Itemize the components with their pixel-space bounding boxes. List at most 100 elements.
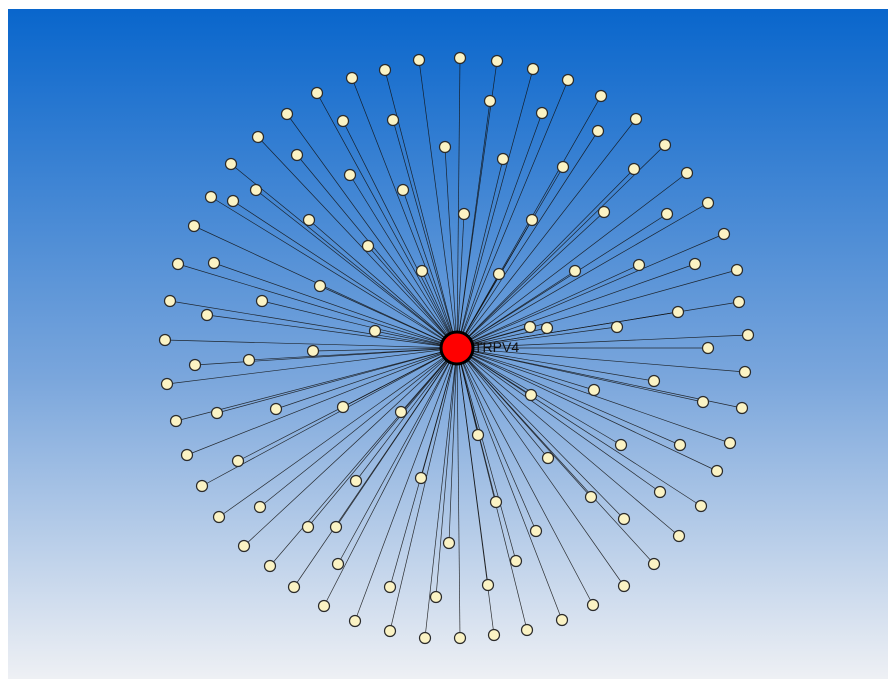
- leaf-node[interactable]: [647, 557, 661, 571]
- leaf-node[interactable]: [386, 113, 400, 127]
- leaf-node[interactable]: [489, 495, 503, 509]
- leaf-node[interactable]: [251, 130, 265, 144]
- leaf-node[interactable]: [627, 162, 641, 176]
- leaf-node[interactable]: [269, 402, 283, 416]
- leaf-node[interactable]: [306, 344, 320, 358]
- leaf-node[interactable]: [253, 500, 267, 514]
- leaf-node[interactable]: [180, 448, 194, 462]
- leaf-node[interactable]: [163, 294, 177, 308]
- leaf-node[interactable]: [378, 63, 392, 77]
- leaf-node[interactable]: [490, 54, 504, 68]
- leaf-node[interactable]: [653, 485, 667, 499]
- leaf-node[interactable]: [310, 86, 324, 100]
- leaf-node[interactable]: [730, 263, 744, 277]
- leaf-node[interactable]: [453, 631, 467, 645]
- leaf-node[interactable]: [496, 152, 510, 166]
- leaf-node[interactable]: [672, 529, 686, 543]
- leaf-node[interactable]: [457, 207, 471, 221]
- leaf-node[interactable]: [345, 71, 359, 85]
- leaf-node[interactable]: [629, 112, 643, 126]
- leaf-node[interactable]: [396, 183, 410, 197]
- leaf-node[interactable]: [717, 227, 731, 241]
- leaf-node[interactable]: [701, 196, 715, 210]
- leaf-node[interactable]: [287, 580, 301, 594]
- leaf-node[interactable]: [336, 114, 350, 128]
- leaf-node[interactable]: [158, 333, 172, 347]
- leaf-node[interactable]: [680, 166, 694, 180]
- leaf-node[interactable]: [171, 257, 185, 271]
- leaf-node[interactable]: [617, 512, 631, 526]
- leaf-node[interactable]: [614, 438, 628, 452]
- leaf-node[interactable]: [701, 341, 715, 355]
- leaf-node[interactable]: [556, 160, 570, 174]
- leaf-node[interactable]: [741, 328, 755, 342]
- leaf-node[interactable]: [540, 321, 554, 335]
- leaf-node[interactable]: [524, 388, 538, 402]
- leaf-node[interactable]: [591, 124, 605, 138]
- leaf-node[interactable]: [301, 520, 315, 534]
- leaf-node[interactable]: [200, 308, 214, 322]
- leaf-node[interactable]: [237, 539, 251, 553]
- leaf-node[interactable]: [331, 557, 345, 571]
- leaf-node[interactable]: [586, 598, 600, 612]
- leaf-node[interactable]: [210, 406, 224, 420]
- leaf-node[interactable]: [207, 256, 221, 270]
- leaf-node[interactable]: [541, 451, 555, 465]
- leaf-node[interactable]: [414, 471, 428, 485]
- leaf-node[interactable]: [329, 520, 343, 534]
- leaf-node[interactable]: [673, 438, 687, 452]
- leaf-node[interactable]: [226, 194, 240, 208]
- leaf-node[interactable]: [188, 358, 202, 372]
- leaf-node[interactable]: [660, 207, 674, 221]
- leaf-node[interactable]: [555, 613, 569, 627]
- leaf-node[interactable]: [224, 157, 238, 171]
- leaf-node[interactable]: [647, 374, 661, 388]
- leaf-node[interactable]: [594, 89, 608, 103]
- leaf-node[interactable]: [249, 183, 263, 197]
- leaf-node[interactable]: [263, 559, 277, 573]
- leaf-node[interactable]: [487, 628, 501, 642]
- leaf-node[interactable]: [509, 554, 523, 568]
- leaf-node[interactable]: [471, 428, 485, 442]
- leaf-node[interactable]: [597, 205, 611, 219]
- leaf-node[interactable]: [212, 510, 226, 524]
- leaf-node[interactable]: [383, 624, 397, 638]
- leaf-node[interactable]: [535, 106, 549, 120]
- leaf-node[interactable]: [242, 353, 256, 367]
- leaf-node[interactable]: [438, 140, 452, 154]
- leaf-node[interactable]: [523, 320, 537, 334]
- leaf-node[interactable]: [723, 436, 737, 450]
- leaf-node[interactable]: [368, 324, 382, 338]
- leaf-node[interactable]: [610, 320, 624, 334]
- leaf-node[interactable]: [313, 279, 327, 293]
- leaf-node[interactable]: [561, 73, 575, 87]
- leaf-node[interactable]: [290, 148, 304, 162]
- leaf-node[interactable]: [732, 295, 746, 309]
- leaf-node[interactable]: [317, 599, 331, 613]
- leaf-node[interactable]: [418, 631, 432, 645]
- leaf-node[interactable]: [343, 168, 357, 182]
- leaf-node[interactable]: [526, 62, 540, 76]
- leaf-node[interactable]: [738, 365, 752, 379]
- leaf-node[interactable]: [587, 383, 601, 397]
- leaf-node[interactable]: [694, 499, 708, 513]
- leaf-node[interactable]: [160, 377, 174, 391]
- leaf-node[interactable]: [302, 213, 316, 227]
- leaf-node[interactable]: [617, 579, 631, 593]
- leaf-node[interactable]: [520, 623, 534, 637]
- leaf-node[interactable]: [204, 190, 218, 204]
- leaf-node[interactable]: [568, 264, 582, 278]
- leaf-node[interactable]: [336, 400, 350, 414]
- leaf-node[interactable]: [195, 479, 209, 493]
- leaf-node[interactable]: [442, 536, 456, 550]
- hub-node[interactable]: [439, 330, 475, 366]
- leaf-node[interactable]: [696, 395, 710, 409]
- leaf-node[interactable]: [525, 213, 539, 227]
- leaf-node[interactable]: [710, 464, 724, 478]
- leaf-node[interactable]: [255, 294, 269, 308]
- leaf-node[interactable]: [529, 524, 543, 538]
- leaf-node[interactable]: [349, 474, 363, 488]
- leaf-node[interactable]: [735, 401, 749, 415]
- leaf-node[interactable]: [688, 257, 702, 271]
- leaf-node[interactable]: [169, 414, 183, 428]
